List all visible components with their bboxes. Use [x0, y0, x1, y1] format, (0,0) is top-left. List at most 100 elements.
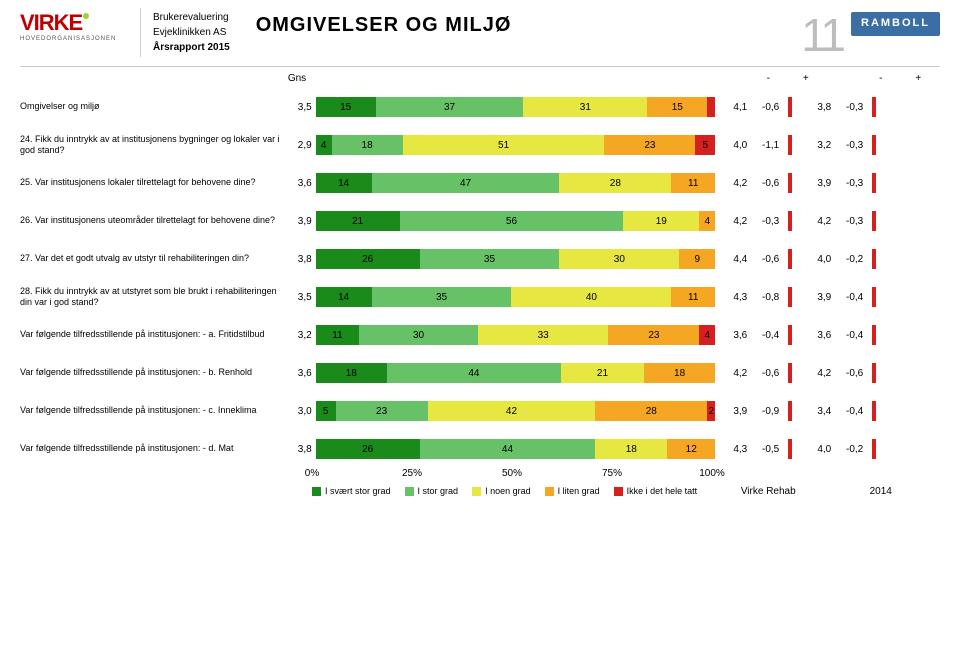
row-gns: 3,9	[282, 216, 316, 227]
row-label: Var følgende tilfredsstillende på instit…	[20, 367, 282, 378]
chart-row: 26. Var institusjonens uteområder tilret…	[20, 202, 940, 240]
deviation-tick	[865, 135, 883, 155]
bar-segment: 11	[671, 287, 715, 307]
deviation-tick	[781, 325, 799, 345]
bar-segment: 19	[623, 211, 699, 231]
legend-label: I liten grad	[558, 486, 600, 496]
bar-segment: 23	[608, 325, 699, 345]
ramboll-logo: RAMBOLL	[851, 12, 940, 36]
chart-row: Omgivelser og miljø3,5153731154,1-0,63,8…	[20, 88, 940, 126]
row-trailing: 4,0-1,13,2-0,3	[715, 135, 940, 155]
ref-dev-2: -0,4	[831, 330, 865, 341]
bar-segment: 18	[595, 439, 667, 459]
chart-row: 28. Fikk du inntrykk av at utstyret som …	[20, 278, 940, 316]
report-meta: Brukerevaluering Evjeklinikken AS Årsrap…	[140, 8, 242, 57]
legend-swatch	[405, 487, 414, 496]
row-gns: 3,0	[282, 406, 316, 417]
ref-value-2: 4,0	[799, 444, 831, 455]
legend-label: I noen grad	[485, 486, 531, 496]
legend-item: Ikke i det hele tatt	[614, 486, 698, 497]
deviation-tick	[865, 97, 883, 117]
legend-swatch	[312, 487, 321, 496]
axis-tick-label: 100%	[699, 468, 725, 479]
ref-value-1: 3,6	[715, 330, 747, 341]
bar-segment: 35	[372, 287, 512, 307]
row-label: Var følgende tilfredsstillende på instit…	[20, 443, 282, 454]
col-minus-2: -	[862, 73, 900, 84]
axis-tick-label: 0%	[305, 468, 319, 479]
deviation-tick	[865, 173, 883, 193]
chart-row: Var følgende tilfredsstillende på instit…	[20, 392, 940, 430]
bar-segment: 18	[644, 363, 715, 383]
bar-segment: 42	[428, 401, 596, 421]
ref-dev-2: -0,3	[831, 102, 865, 113]
page-number: 11	[801, 8, 851, 62]
ref-value-2: 3,6	[799, 330, 831, 341]
row-label: 24. Fikk du inntrykk av at institusjonen…	[20, 134, 282, 157]
row-trailing: 4,3-0,54,0-0,2	[715, 439, 940, 459]
ref-dev-1: -0,8	[747, 292, 781, 303]
deviation-tick	[865, 363, 883, 383]
bar-segment: 44	[387, 363, 561, 383]
deviation-tick	[781, 439, 799, 459]
row-trailing: 4,2-0,64,2-0,6	[715, 363, 940, 383]
chart-row: 27. Var det et godt utvalg av utstyr til…	[20, 240, 940, 278]
bar-segment: 51	[403, 135, 605, 155]
ref-value-2: 3,2	[799, 140, 831, 151]
ref-dev-1: -0,9	[747, 406, 781, 417]
legend-swatch	[472, 487, 481, 496]
legend-item: I noen grad	[472, 486, 531, 497]
ref-dev-2: -0,3	[831, 216, 865, 227]
row-gns: 2,9	[282, 140, 316, 151]
ref-value-1: 4,3	[715, 444, 747, 455]
row-trailing: 3,6-0,43,6-0,4	[715, 325, 940, 345]
ref-dev-1: -0,5	[747, 444, 781, 455]
bar-segment: 44	[420, 439, 596, 459]
axis-tick-label: 75%	[602, 468, 622, 479]
bar-segment: 26	[316, 439, 420, 459]
deviation-tick	[781, 363, 799, 383]
ref-value-2: 4,2	[799, 216, 831, 227]
ref-dev-1: -0,6	[747, 102, 781, 113]
stacked-bar: 14472811	[316, 173, 716, 193]
row-label: Var følgende tilfredsstillende på instit…	[20, 329, 282, 340]
stacked-bar: 18442118	[316, 363, 716, 383]
chart-row: 24. Fikk du inntrykk av at institusjonen…	[20, 126, 940, 164]
legend-item: I liten grad	[545, 486, 600, 497]
stacked-bar: 15373115	[316, 97, 716, 117]
deviation-tick	[781, 97, 799, 117]
stacked-bar: 2635309	[316, 249, 716, 269]
row-label: 26. Var institusjonens uteområder tilret…	[20, 215, 282, 226]
row-label: 28. Fikk du inntrykk av at utstyret som …	[20, 286, 282, 309]
row-label: Var følgende tilfredsstillende på instit…	[20, 405, 282, 416]
row-label: Omgivelser og miljø	[20, 101, 282, 112]
row-label: 25. Var institusjonens lokaler tilrettel…	[20, 177, 282, 188]
ref-dev-2: -0,4	[831, 406, 865, 417]
deviation-tick	[781, 287, 799, 307]
bar-segment: 28	[595, 401, 707, 421]
ref-value-2: 3,9	[799, 178, 831, 189]
deviation-tick	[781, 135, 799, 155]
bar-segment: 14	[316, 287, 372, 307]
deviation-tick	[781, 173, 799, 193]
row-gns: 3,5	[282, 102, 316, 113]
ref-value-2: 4,2	[799, 368, 831, 379]
ref-dev-1: -0,6	[747, 178, 781, 189]
meta-line-3: Årsrapport 2015	[153, 40, 230, 55]
deviation-tick	[781, 211, 799, 231]
row-gns: 3,2	[282, 330, 316, 341]
row-gns: 3,5	[282, 292, 316, 303]
bar-segment: 21	[561, 363, 644, 383]
row-gns: 3,6	[282, 368, 316, 379]
bar-segment: 30	[359, 325, 478, 345]
deviation-tick	[865, 249, 883, 269]
ref-dev-2: -0,6	[831, 368, 865, 379]
legend-label: I svært stor grad	[325, 486, 391, 496]
bar-segment: 30	[559, 249, 679, 269]
virke-logo: VIRKE HOVEDORGANISASJONEN	[20, 8, 140, 42]
row-gns: 3,6	[282, 178, 316, 189]
chart-row: Var følgende tilfredsstillende på instit…	[20, 430, 940, 468]
row-trailing: 4,4-0,64,0-0,2	[715, 249, 940, 269]
row-gns: 3,8	[282, 254, 316, 265]
row-trailing: 4,2-0,34,2-0,3	[715, 211, 940, 231]
